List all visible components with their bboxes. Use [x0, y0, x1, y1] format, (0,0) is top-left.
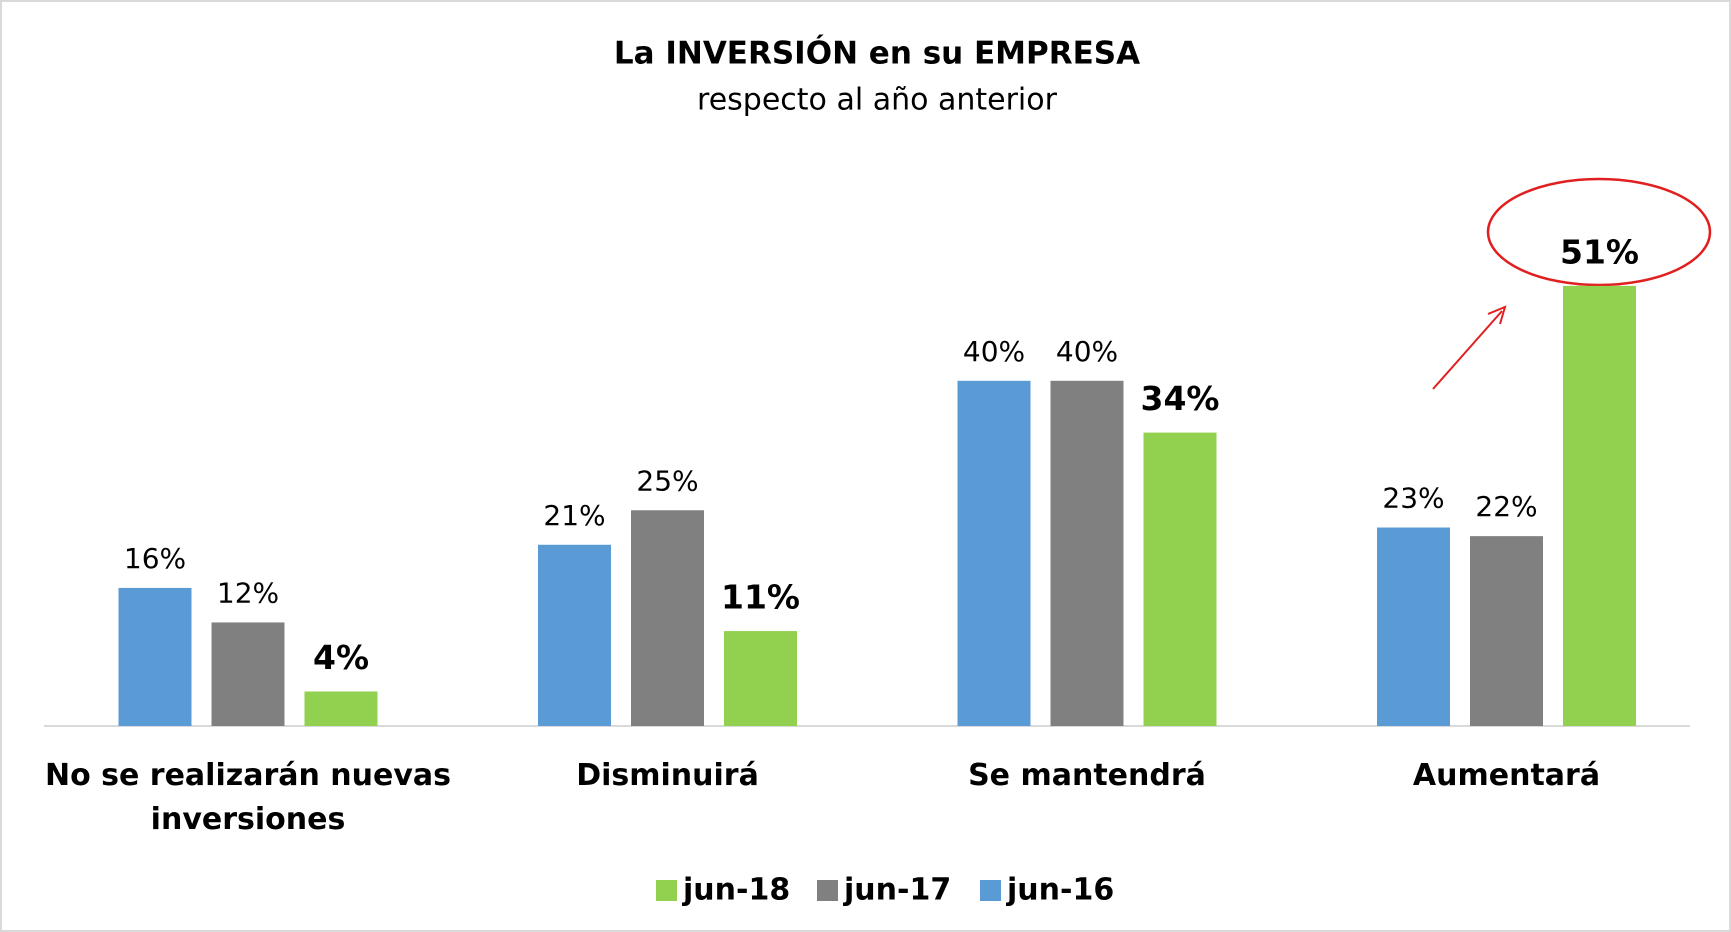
bar — [957, 380, 1031, 726]
chart-subtitle: respecto al año anterior — [697, 83, 1058, 118]
bar — [1143, 432, 1217, 726]
bar — [1377, 527, 1450, 726]
bar — [1050, 380, 1124, 726]
data-label: 23% — [1382, 482, 1444, 515]
data-label: 51% — [1560, 232, 1639, 271]
data-label: 25% — [636, 464, 698, 497]
bar — [538, 544, 611, 726]
x-tick-label: Disminuirá — [576, 758, 759, 793]
bar — [118, 587, 192, 726]
data-label: 40% — [963, 335, 1025, 368]
data-label: 11% — [721, 578, 800, 617]
legend-label: jun-17 — [843, 873, 951, 908]
data-label: 12% — [217, 576, 279, 609]
x-tick-label: No se realizarán nuevas inversiones — [44, 758, 452, 837]
bar — [724, 631, 797, 726]
legend-swatch — [980, 880, 1001, 901]
legend-swatch — [656, 880, 677, 901]
highlight-ellipse — [1486, 177, 1712, 287]
highlight-arrow — [1432, 310, 1503, 390]
x-tick-label: Aumentará — [1412, 758, 1601, 793]
legend-swatch — [817, 880, 838, 901]
data-label: 22% — [1475, 490, 1537, 523]
data-label: 34% — [1141, 379, 1220, 418]
bar — [304, 691, 378, 726]
data-label: 16% — [124, 542, 186, 575]
data-label: 21% — [543, 499, 605, 532]
bar — [1563, 285, 1636, 726]
bar — [631, 510, 704, 726]
highlight-arrowhead — [1487, 305, 1507, 325]
chart-title: La INVERSIÓN en su EMPRESA — [614, 35, 1140, 72]
x-tick-label: Se mantendrá — [968, 758, 1206, 793]
legend-label: jun-16 — [1006, 873, 1114, 908]
data-label: 40% — [1056, 335, 1118, 368]
data-label: 4% — [313, 638, 369, 677]
legend-label: jun-18 — [682, 873, 790, 908]
bar — [1470, 536, 1543, 726]
bar — [211, 622, 285, 726]
